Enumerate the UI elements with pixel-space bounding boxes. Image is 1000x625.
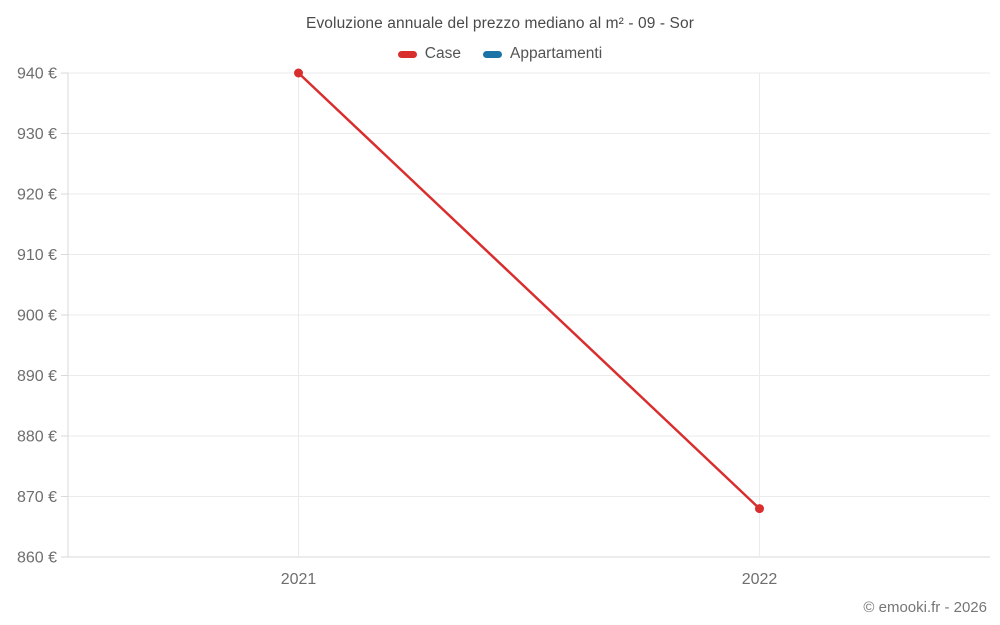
y-tick-label: 870 € <box>17 489 57 506</box>
legend-item-case[interactable]: Case <box>397 45 461 63</box>
y-tick-label: 940 € <box>17 66 57 83</box>
chart-legend: Case Appartamenti <box>0 45 1000 63</box>
y-tick-label: 910 € <box>17 247 57 264</box>
y-tick-label: 860 € <box>17 550 57 567</box>
y-tick-label: 880 € <box>17 429 57 446</box>
case-legend-swatch-icon <box>397 50 417 58</box>
footer-credit: © emooki.fr - 2026 <box>863 599 987 616</box>
legend-label-appartamenti: Appartamenti <box>509 45 603 62</box>
series-line-case <box>297 71 761 510</box>
legend-label-case: Case <box>424 45 461 62</box>
data-point-case[interactable] <box>755 504 764 514</box>
appartamenti-legend-swatch-icon <box>482 50 502 58</box>
y-tick-label: 890 € <box>17 368 57 385</box>
chart-title: Evoluzione annuale del prezzo mediano al… <box>306 15 694 32</box>
legend-item-appartamenti[interactable]: Appartamenti <box>482 45 603 63</box>
y-tick-label: 920 € <box>17 187 57 204</box>
y-tick-label: 900 € <box>17 308 57 325</box>
x-tick-label: 2021 <box>281 571 317 588</box>
x-tick-label: 2022 <box>742 571 778 588</box>
y-tick-label: 930 € <box>17 126 57 143</box>
data-point-case[interactable] <box>294 68 303 78</box>
